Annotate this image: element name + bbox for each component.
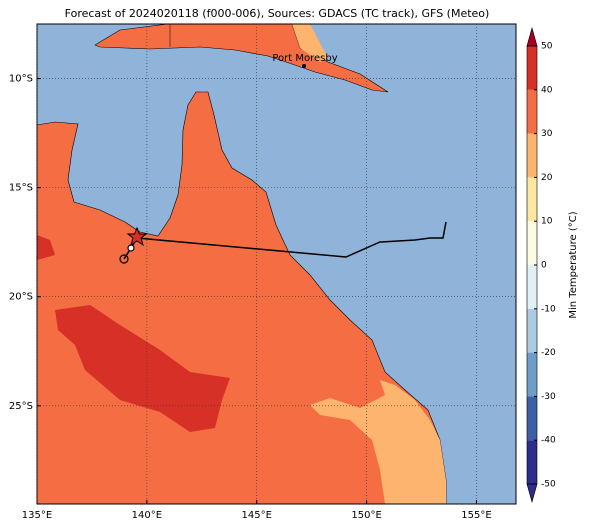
cyclone-track bbox=[136, 221, 447, 258]
colorbar-tick-label: -10 bbox=[541, 304, 556, 314]
colorbar-label: Min Temperature (°C) bbox=[568, 211, 579, 318]
colorbar-band bbox=[527, 308, 537, 353]
hot-region bbox=[37, 235, 55, 260]
track-point bbox=[127, 244, 135, 252]
colorbar-band bbox=[527, 352, 537, 397]
colorbar-band bbox=[527, 177, 537, 222]
colorbar-tick-label: 20 bbox=[541, 173, 553, 183]
hot-region bbox=[55, 305, 230, 432]
colorbar-band bbox=[527, 89, 537, 134]
colorbar-band bbox=[527, 440, 537, 484]
colorbar-tick-label: 10 bbox=[541, 217, 553, 227]
map-title: Forecast of 2024020118 (f000-006), Sourc… bbox=[65, 7, 490, 20]
colorbar-band bbox=[527, 265, 537, 309]
colorbar-band bbox=[527, 46, 537, 90]
current-position bbox=[126, 226, 148, 247]
new-guinea bbox=[94, 24, 389, 93]
colorbar-extend bbox=[526, 483, 538, 504]
colorbar-tick-label: -50 bbox=[541, 480, 556, 490]
colorbar-band bbox=[527, 396, 537, 441]
city-label: Port Moresby bbox=[272, 53, 337, 64]
colorbar-band bbox=[527, 133, 537, 178]
colorbar-band bbox=[527, 221, 537, 265]
mild-region bbox=[310, 380, 446, 504]
x-tick-label: 145°E bbox=[242, 510, 272, 521]
colorbar-tick-label: -20 bbox=[541, 348, 556, 358]
track-point bbox=[119, 254, 129, 264]
x-tick-label: 150°E bbox=[351, 510, 381, 521]
y-tick-label: 10°S bbox=[9, 74, 33, 85]
colorbar-tick-label: 30 bbox=[541, 129, 553, 139]
colorbar-tick-label: 40 bbox=[541, 85, 553, 95]
colorbar-tick-label: -40 bbox=[541, 436, 556, 446]
city-dot bbox=[302, 64, 306, 68]
map-area: Port Moresby bbox=[37, 24, 516, 504]
y-tick-label: 25°S bbox=[9, 401, 33, 412]
x-tick-label: 140°E bbox=[132, 510, 162, 521]
colorbar-tick-label: 50 bbox=[541, 42, 553, 52]
x-tick-label: 155°E bbox=[461, 510, 491, 521]
mild-region bbox=[292, 24, 328, 62]
colorbar-extend bbox=[526, 26, 538, 47]
y-tick-label: 15°S bbox=[9, 183, 33, 194]
x-tick-label: 135°E bbox=[22, 510, 52, 521]
colorbar-tick-label: 0 bbox=[541, 261, 547, 271]
colorbar-tick-label: -30 bbox=[541, 392, 556, 402]
y-tick-label: 20°S bbox=[9, 292, 33, 303]
